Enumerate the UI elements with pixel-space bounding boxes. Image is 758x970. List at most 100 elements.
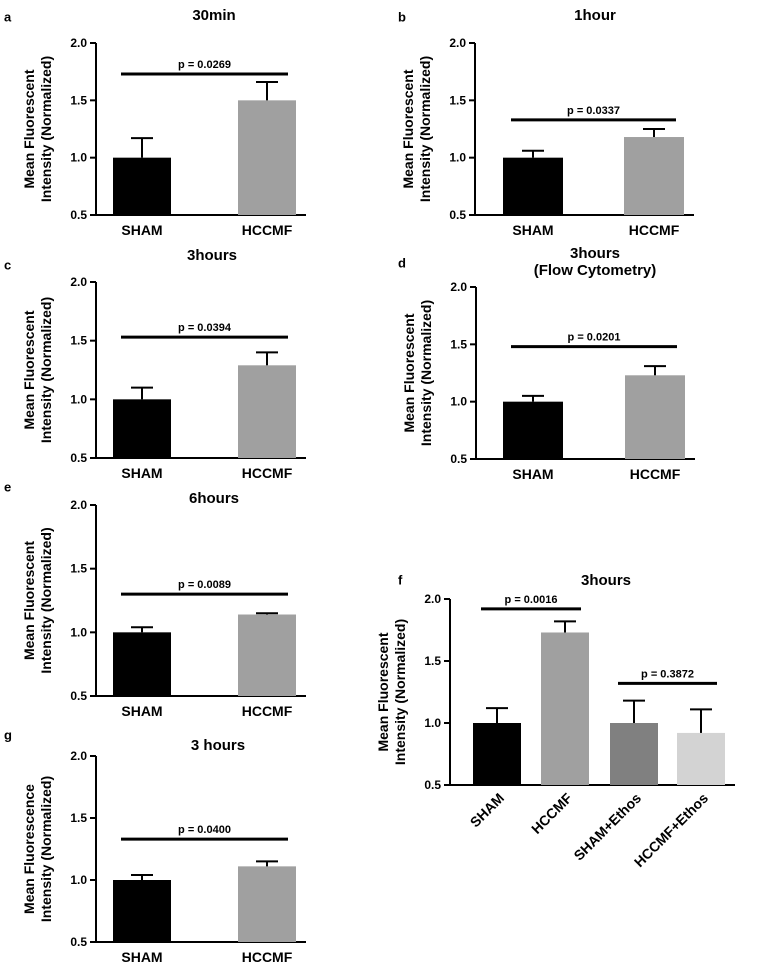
- panel-letter: b: [398, 10, 406, 25]
- bar-hccmf: [625, 375, 685, 459]
- x-tick-label: SHAM: [467, 790, 507, 830]
- y-axis-label-line: Mean Fluorescent: [375, 632, 391, 751]
- y-axis-label: Mean FluorescentIntensity (Normalized): [21, 56, 54, 202]
- chart-title: 6hours: [189, 490, 239, 507]
- panel-letter: g: [4, 728, 12, 743]
- p-value-label: p = 0.0016: [505, 594, 558, 606]
- panel-b: b 1hour 0.5 1.0 1.5 2.0 Mean FluorescentIntens…: [398, 7, 694, 238]
- x-tick-label: HCCMF: [242, 703, 293, 719]
- y-axis-label-line: Mean Fluorescent: [401, 313, 417, 432]
- x-tick-label: SHAM: [121, 949, 162, 965]
- y-axis-label: Mean FluorescentIntensity (Normalized): [401, 300, 434, 446]
- y-tick-label: 0.5: [70, 208, 87, 222]
- bar-sham: [473, 723, 521, 785]
- y-tick-label: 1.5: [70, 93, 87, 107]
- y-tick-label: 2.0: [70, 749, 87, 763]
- bar-sham: [113, 399, 171, 458]
- y-tick-label: 2.0: [449, 36, 466, 50]
- y-tick-label: 0.5: [70, 935, 87, 949]
- y-tick-label: 1.5: [70, 334, 87, 348]
- x-tick-label: SHAM: [121, 465, 162, 481]
- bar-hccmf-plus-ethos: [677, 732, 725, 785]
- y-axis-label-line: Intensity (Normalized): [418, 300, 434, 446]
- y-tick-label: 0.5: [449, 208, 466, 222]
- bar-sham: [503, 157, 563, 215]
- y-tick-label: 1.0: [449, 151, 466, 165]
- y-tick-label: 0.5: [424, 778, 441, 792]
- y-tick-label: 1.0: [70, 151, 87, 165]
- bar-hccmf: [541, 632, 589, 785]
- bar-hccmf: [624, 137, 684, 215]
- x-tick-label: HCCMF: [242, 465, 293, 481]
- panel-c: c 3hours 0.5 1.0 1.5 2.0 Mean FluorescentInten…: [4, 247, 306, 481]
- x-tick-label: SHAM: [512, 222, 553, 238]
- p-value-label: p = 0.0089: [178, 579, 231, 591]
- y-tick-label: 1.5: [450, 337, 467, 351]
- y-axis-label-line: Intensity (Normalized): [38, 297, 54, 443]
- p-value-label: p = 0.3872: [641, 668, 694, 680]
- y-tick-label: 2.0: [424, 592, 441, 606]
- x-tick-label: SHAM: [121, 703, 162, 719]
- chart-title-line: 1hour: [574, 7, 616, 24]
- x-tick-label: HCCMF: [242, 222, 293, 238]
- p-value-label: p = 0.0394: [178, 322, 232, 334]
- panel-d: d 3hours (Flow Cytometry) 0.5 1.0 1.5 2.0 Mean …: [398, 245, 695, 482]
- x-tick-label: SHAM+Ethos: [570, 790, 644, 864]
- x-tick-label: SHAM: [512, 466, 553, 482]
- chart-title-line: 3hours: [581, 572, 631, 589]
- bar-sham: [113, 157, 171, 215]
- y-axis-label: Mean FluorescentIntensity (Normalized): [400, 56, 433, 202]
- x-tick-label: SHAM: [121, 222, 162, 238]
- chart-title: 3hours: [187, 247, 237, 264]
- y-axis-label-line: Intensity (Normalized): [38, 527, 54, 673]
- chart-title: 3 hours: [191, 737, 245, 754]
- p-value-label: p = 0.0337: [567, 105, 620, 117]
- y-axis-label-line: Intensity (Normalized): [392, 619, 408, 765]
- panel-a: a 30min 0.5 1.0 1.5 2.0 Mean FluorescentIntens…: [4, 7, 306, 238]
- y-tick-label: 0.5: [70, 451, 87, 465]
- chart-title-line: 3hours: [187, 247, 237, 264]
- panel-letter: f: [398, 573, 403, 588]
- y-axis-label-line: Mean Fluorescent: [21, 310, 37, 429]
- panel-f: f 3hours 0.5 1.0 1.5 2.0 Mean FluorescentInten…: [375, 572, 735, 870]
- y-tick-label: 1.0: [424, 716, 441, 730]
- chart-title-line: 3hours: [570, 245, 620, 262]
- y-tick-label: 2.0: [70, 275, 87, 289]
- panel-letter: e: [4, 480, 11, 495]
- y-tick-label: 1.0: [450, 395, 467, 409]
- chart-title-line: 6hours: [189, 490, 239, 507]
- bar-hccmf: [238, 100, 296, 215]
- x-tick-label: HCCMF: [242, 949, 293, 965]
- y-axis-label: Mean FluorescenceIntensity (Normalized): [21, 776, 54, 922]
- panel-letter: a: [4, 10, 12, 25]
- panel-letter: d: [398, 256, 406, 271]
- x-tick-label: HCCMF: [528, 789, 575, 836]
- p-value-label: p = 0.0269: [178, 59, 231, 71]
- bar-hccmf: [238, 365, 296, 458]
- p-value-label: p = 0.0400: [178, 824, 231, 836]
- x-tick-label: HCCMF: [630, 466, 681, 482]
- bar-sham: [113, 632, 171, 696]
- y-tick-label: 1.0: [70, 392, 87, 406]
- y-tick-label: 1.5: [70, 562, 87, 576]
- chart-title: 3hours (Flow Cytometry): [534, 245, 657, 279]
- y-tick-label: 2.0: [70, 498, 87, 512]
- y-axis-label-line: Intensity (Normalized): [38, 56, 54, 202]
- y-tick-label: 1.5: [449, 93, 466, 107]
- chart-title-line: 30min: [192, 7, 235, 24]
- panel-g: g 3 hours 0.5 1.0 1.5 2.0 Mean FluorescenceInt…: [4, 728, 306, 965]
- chart-title: 3hours: [581, 572, 631, 589]
- bar-sham: [113, 880, 171, 942]
- y-tick-label: 1.0: [70, 873, 87, 887]
- chart-title: 1hour: [574, 7, 616, 24]
- y-tick-label: 2.0: [450, 280, 467, 294]
- y-axis-label-line: Mean Fluorescence: [21, 784, 37, 914]
- panel-e: e 6hours 0.5 1.0 1.5 2.0 Mean FluorescentInten…: [4, 480, 306, 719]
- y-axis-label-line: Mean Fluorescent: [21, 541, 37, 660]
- chart-title-line: 3 hours: [191, 737, 245, 754]
- y-axis-label-line: Intensity (Normalized): [38, 776, 54, 922]
- y-tick-label: 1.5: [70, 811, 87, 825]
- y-tick-label: 1.5: [424, 654, 441, 668]
- y-axis-label-line: Mean Fluorescent: [400, 69, 416, 188]
